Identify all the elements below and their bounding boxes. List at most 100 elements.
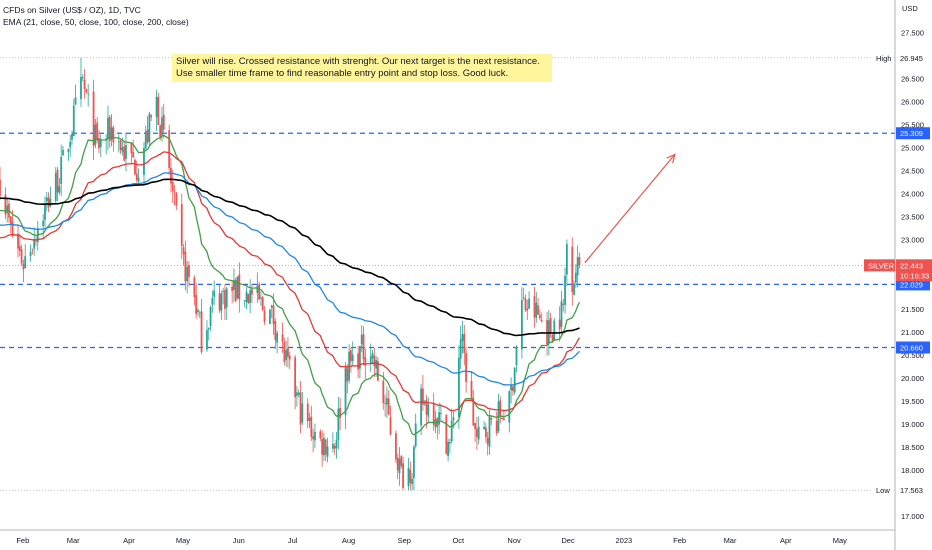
candle[interactable] — [170, 157, 172, 193]
candle[interactable] — [540, 312, 543, 323]
candle[interactable] — [427, 397, 430, 424]
candle[interactable] — [54, 167, 57, 204]
candle[interactable] — [225, 287, 228, 320]
candle[interactable] — [560, 291, 563, 335]
candle[interactable] — [294, 355, 297, 410]
candle[interactable] — [526, 299, 529, 321]
candle[interactable] — [362, 326, 365, 366]
candle[interactable] — [457, 345, 460, 429]
candle[interactable] — [297, 389, 300, 398]
candle[interactable] — [439, 403, 442, 420]
candle[interactable] — [574, 264, 577, 289]
candle[interactable] — [382, 372, 385, 410]
candle[interactable] — [423, 400, 426, 407]
candle[interactable] — [513, 367, 516, 395]
candle[interactable] — [236, 276, 239, 300]
candle[interactable] — [92, 79, 95, 161]
candle[interactable] — [346, 364, 349, 394]
candle[interactable] — [287, 337, 289, 368]
candle[interactable] — [573, 280, 575, 296]
candle[interactable] — [157, 92, 160, 126]
candle[interactable] — [123, 140, 126, 162]
candle[interactable] — [402, 456, 405, 491]
candle[interactable] — [425, 395, 428, 429]
candle[interactable] — [386, 386, 388, 418]
candle[interactable] — [324, 438, 327, 462]
candle[interactable] — [213, 280, 216, 306]
candle[interactable] — [47, 192, 50, 213]
candle[interactable] — [143, 142, 145, 185]
candle[interactable] — [447, 438, 449, 462]
candle[interactable] — [339, 397, 342, 431]
candle[interactable] — [564, 267, 566, 314]
candle[interactable] — [249, 279, 252, 314]
candle[interactable] — [110, 114, 113, 147]
candle[interactable] — [233, 268, 235, 302]
candle[interactable] — [117, 134, 120, 153]
candle[interactable] — [80, 57, 82, 107]
ema-50-line[interactable] — [0, 151, 581, 412]
annotation-note[interactable]: Silver will rise. Crossed resistance wit… — [172, 54, 552, 82]
candle[interactable] — [477, 416, 480, 445]
candle[interactable] — [306, 398, 309, 429]
candle[interactable] — [310, 405, 313, 441]
candle[interactable] — [247, 293, 250, 305]
candle[interactable] — [414, 413, 417, 449]
candle[interactable] — [470, 372, 473, 400]
candle[interactable] — [45, 192, 48, 211]
ema-100-line[interactable] — [0, 172, 580, 386]
candle[interactable] — [409, 461, 412, 491]
candle[interactable] — [490, 416, 493, 426]
candle[interactable] — [422, 374, 424, 411]
candle[interactable] — [238, 262, 241, 313]
candle[interactable] — [74, 84, 77, 105]
candle[interactable] — [288, 351, 291, 370]
candle[interactable] — [148, 111, 151, 146]
candle[interactable] — [335, 431, 338, 459]
candle[interactable] — [171, 169, 174, 203]
candle[interactable] — [251, 283, 253, 304]
candle[interactable] — [465, 347, 467, 393]
candle[interactable] — [337, 396, 340, 450]
candle[interactable] — [222, 287, 225, 305]
candle[interactable] — [538, 309, 541, 321]
candle[interactable] — [319, 429, 322, 441]
candle[interactable] — [413, 444, 415, 491]
candle[interactable] — [22, 259, 25, 283]
candle[interactable] — [150, 114, 153, 122]
candle[interactable] — [551, 333, 554, 342]
candle[interactable] — [20, 244, 23, 266]
candle[interactable] — [44, 196, 46, 227]
candle[interactable] — [474, 422, 476, 443]
candle[interactable] — [332, 432, 334, 453]
candle[interactable] — [186, 260, 189, 294]
candle[interactable] — [98, 130, 100, 154]
candle[interactable] — [359, 345, 361, 379]
candle[interactable] — [42, 214, 45, 238]
candle[interactable] — [175, 191, 178, 210]
candle[interactable] — [18, 233, 21, 257]
candle[interactable] — [62, 146, 64, 156]
candle[interactable] — [162, 103, 165, 139]
candle[interactable] — [436, 417, 439, 440]
candle[interactable] — [562, 298, 565, 312]
candle[interactable] — [511, 384, 514, 396]
candle[interactable] — [137, 168, 140, 186]
candle[interactable] — [31, 248, 34, 255]
candle[interactable] — [17, 224, 19, 258]
candle[interactable] — [510, 377, 512, 404]
candle[interactable] — [87, 84, 90, 107]
candle[interactable] — [459, 325, 462, 369]
candle[interactable] — [578, 252, 581, 269]
candle[interactable] — [207, 327, 210, 341]
candle[interactable] — [486, 432, 489, 456]
candle[interactable] — [377, 357, 379, 382]
candle[interactable] — [283, 337, 286, 366]
arrow-shaft[interactable] — [584, 154, 676, 264]
candle[interactable] — [326, 437, 329, 463]
candle[interactable] — [389, 405, 392, 436]
candle[interactable] — [520, 287, 523, 359]
candle[interactable] — [107, 105, 109, 151]
candle[interactable] — [463, 324, 466, 366]
